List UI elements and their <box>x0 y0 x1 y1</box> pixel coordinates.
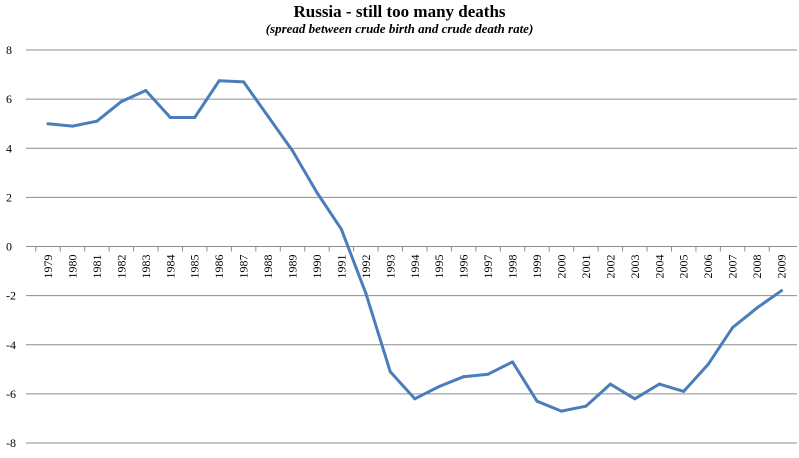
data-point <box>511 360 515 364</box>
x-tick-label: 1989 <box>286 255 300 279</box>
data-point <box>608 382 612 386</box>
x-tick-label: 1991 <box>334 255 348 279</box>
x-tick-label: 1981 <box>90 255 104 279</box>
data-point <box>633 397 637 401</box>
data-point <box>315 190 319 194</box>
data-point <box>731 326 735 330</box>
x-tick-label: 1980 <box>65 255 79 279</box>
data-point <box>46 122 50 126</box>
x-tick-label: 2003 <box>628 255 642 279</box>
x-tick-label: 1985 <box>188 255 202 279</box>
x-tick-label: 1987 <box>237 255 251 279</box>
y-tick-label: 0 <box>6 240 12 254</box>
x-tick-label: 2006 <box>701 255 715 279</box>
x-tick-label: 1990 <box>310 255 324 279</box>
x-tick-label: 2000 <box>554 255 568 279</box>
chart-subtitle: (spread between crude birth and crude de… <box>265 21 534 36</box>
data-point <box>217 79 221 83</box>
data-point <box>780 289 783 293</box>
y-tick-label: -6 <box>6 387 16 401</box>
x-tick-label: 1993 <box>383 255 397 279</box>
data-point <box>242 80 246 84</box>
x-tick-label: 1986 <box>212 255 226 279</box>
x-tick-label: 1983 <box>139 255 153 279</box>
x-tick-label: 1999 <box>530 255 544 279</box>
data-point <box>706 362 710 366</box>
chart-title: Russia - still too many deaths <box>293 2 506 21</box>
data-point <box>388 370 392 374</box>
x-tick-label: 1997 <box>481 254 495 278</box>
data-point <box>339 227 343 231</box>
data-point <box>266 114 270 118</box>
x-tick-label: 2002 <box>603 255 617 279</box>
x-tick-label: 1996 <box>457 255 471 279</box>
y-tick-label: 8 <box>6 43 12 57</box>
x-tick-label: 1998 <box>506 255 520 279</box>
data-point <box>70 124 74 128</box>
data-point <box>755 306 759 310</box>
y-tick-label: 2 <box>6 190 12 204</box>
y-tick-label: 6 <box>6 92 12 106</box>
data-point <box>584 404 588 408</box>
x-tick-label: 1994 <box>408 255 422 279</box>
data-point <box>119 100 123 104</box>
x-tick-label: 2007 <box>726 255 740 279</box>
y-tick-label: 4 <box>6 141 12 155</box>
y-tick-label: -4 <box>6 338 16 352</box>
y-tick-label: -2 <box>6 289 16 303</box>
x-tick-label: 2005 <box>677 255 691 279</box>
y-tick-label: -8 <box>6 436 16 450</box>
x-tick-label: 1995 <box>432 255 446 279</box>
data-point <box>682 389 686 393</box>
series-line <box>46 79 783 413</box>
data-point <box>168 116 172 120</box>
data-point <box>291 149 294 153</box>
data-point <box>437 385 441 389</box>
x-tick-label: 1982 <box>114 255 128 279</box>
data-point <box>95 119 99 123</box>
x-tick-label: 2008 <box>750 255 764 279</box>
data-point <box>364 291 368 295</box>
x-tick-label: 1988 <box>261 255 275 279</box>
data-point <box>535 399 539 403</box>
data-point <box>657 382 661 386</box>
x-tick-label: 2001 <box>579 255 593 279</box>
x-tick-label: 2004 <box>652 255 666 279</box>
x-tick-label: 1984 <box>163 255 177 279</box>
x-tick-label: 1979 <box>41 255 55 279</box>
x-tick-label: 1992 <box>359 255 373 279</box>
data-point <box>193 116 197 120</box>
data-point <box>144 89 148 93</box>
data-point <box>462 375 466 379</box>
data-point <box>559 409 563 413</box>
x-tick-label: 2009 <box>775 255 789 279</box>
data-point <box>413 397 417 401</box>
data-point <box>486 372 490 376</box>
